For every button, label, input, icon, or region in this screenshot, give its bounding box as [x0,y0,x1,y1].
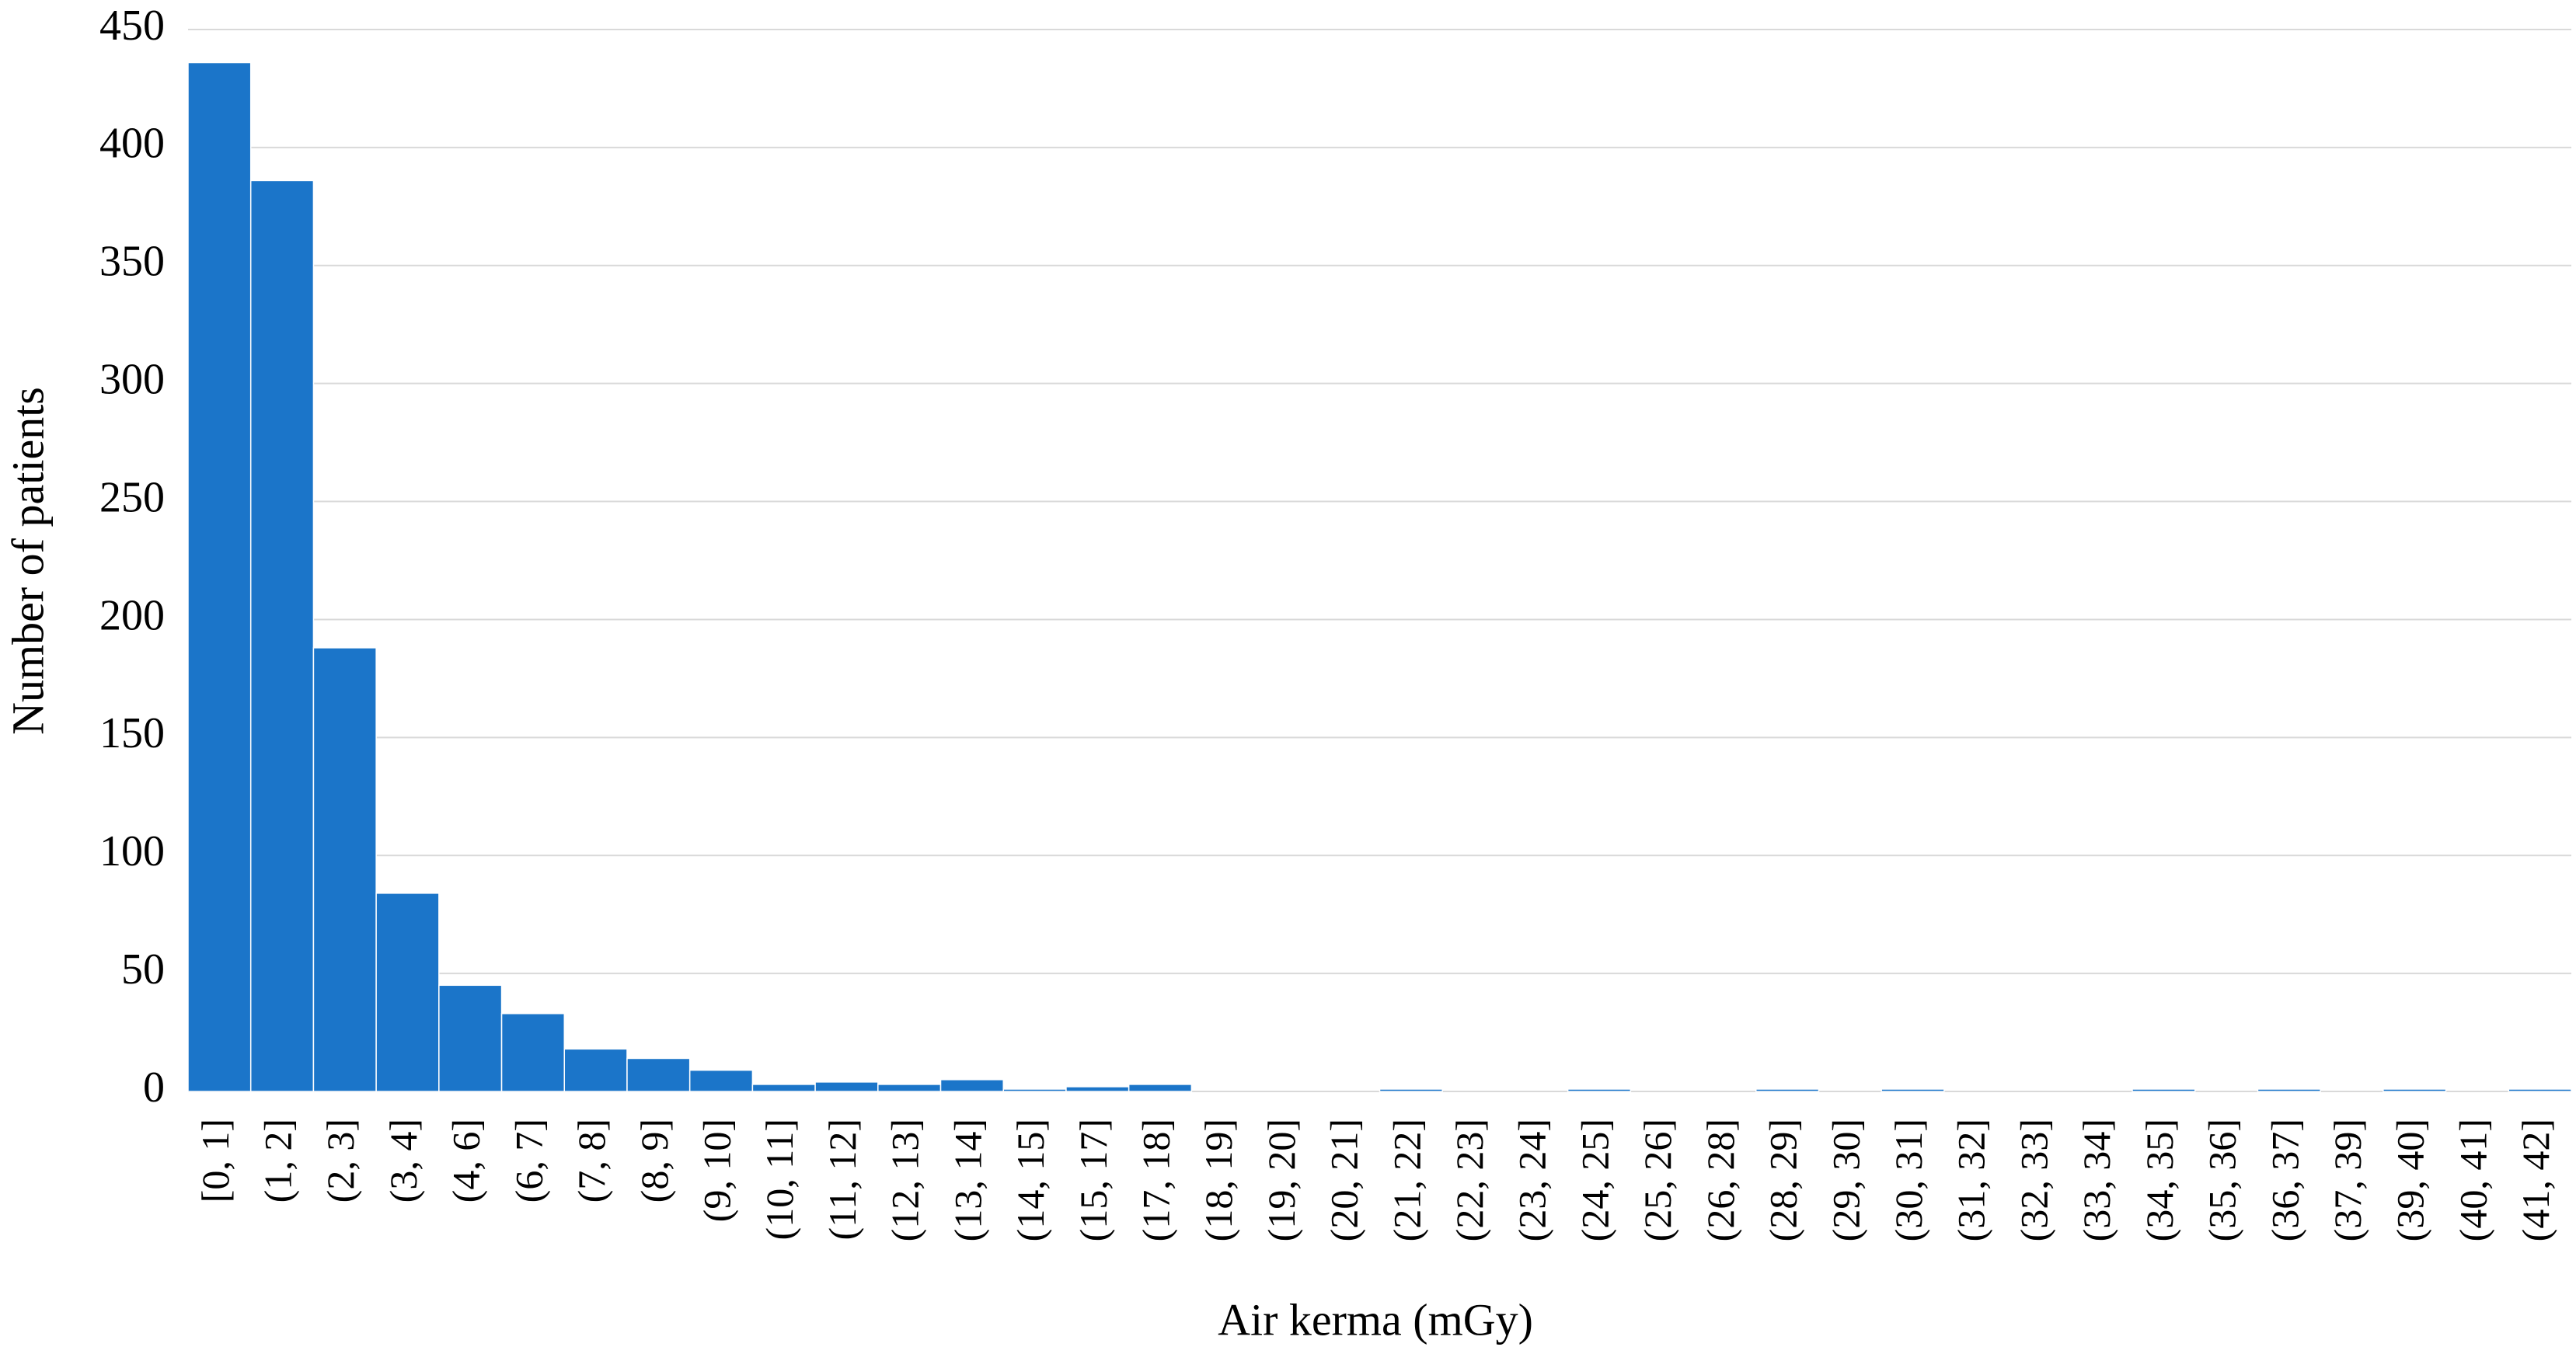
y-tick-label: 250 [99,473,165,521]
x-tick-label: (10, 11] [758,1119,801,1240]
bar [1567,1088,1632,1092]
x-tick-label: (6, 7] [507,1119,550,1203]
x-tick-label: (9, 10] [695,1119,739,1222]
x-tick-label: (4, 6] [444,1119,488,1203]
x-tick-label: (1, 2] [256,1119,300,1203]
bar [688,1069,754,1092]
x-tick-label: [0, 1] [193,1119,237,1203]
x-tick-label: (11, 12] [821,1119,864,1240]
y-tick-label: 150 [99,709,165,757]
x-tick-label: (22, 23] [1448,1119,1491,1241]
x-tick-label: (7, 8] [570,1119,613,1203]
y-tick-label: 300 [99,356,165,404]
x-tick-label: (29, 30] [1824,1119,1867,1241]
bar [438,984,503,1092]
y-axis-title: Number of patients [2,387,53,735]
bar [249,179,315,1092]
x-tick-label: (18, 19] [1197,1119,1240,1241]
bar [751,1084,816,1092]
y-tick-label: 50 [121,945,165,994]
x-tick-label: (15, 17] [1072,1119,1115,1241]
x-tick-label: (39, 40] [2389,1119,2432,1241]
x-tick-label: (20, 21] [1323,1119,1366,1241]
x-tick-label: (23, 24] [1511,1119,1554,1241]
bar [1755,1088,1820,1092]
x-tick-label: (30, 31] [1887,1119,1930,1241]
x-axis-title: Air kerma (mGy) [1218,1294,1533,1345]
x-tick-label: (17, 18] [1134,1119,1177,1241]
x-tick-label: (2, 3] [319,1119,362,1203]
y-tick-label: 450 [99,2,165,50]
bar [187,61,252,1092]
y-tick-label: 400 [99,120,165,168]
x-tick-label: (14, 15] [1009,1119,1052,1241]
bar [563,1048,628,1092]
bar [1379,1088,1443,1092]
bar [1065,1086,1130,1092]
bar [939,1079,1004,1092]
bar [1881,1088,1945,1092]
y-tick-label: 350 [99,238,165,286]
x-tick-label: (40, 41] [2451,1119,2494,1241]
x-tick-label: (21, 22] [1385,1119,1428,1241]
bar [1128,1084,1193,1092]
x-tick-label: (13, 14] [946,1119,989,1241]
x-tick-label: (8, 9] [633,1119,676,1203]
bar [2508,1088,2572,1092]
x-tick-label: (32, 33] [2012,1119,2055,1241]
x-tick-label: (33, 34] [2075,1119,2118,1241]
bar [814,1081,879,1092]
x-tick-label: (3, 4] [382,1119,425,1203]
x-tick-label: (36, 37] [2263,1119,2306,1241]
x-tick-label: (19, 20] [1260,1119,1303,1241]
bar [877,1084,942,1092]
x-tick-label: (28, 29] [1762,1119,1805,1241]
x-tick-label: (31, 32] [1950,1119,1993,1241]
bar [2132,1088,2196,1092]
y-tick-label: 200 [99,591,165,639]
bar [312,647,377,1092]
x-tick-label: (37, 39] [2326,1119,2369,1241]
x-tick-label: (34, 35] [2138,1119,2181,1241]
bar [2383,1088,2447,1092]
x-tick-label: (35, 36] [2201,1119,2244,1241]
bar [500,1013,566,1092]
x-tick-label: (41, 42] [2514,1119,2557,1241]
x-tick-label: (25, 26] [1636,1119,1679,1241]
y-tick-label: 100 [99,827,165,875]
bar [1002,1088,1067,1092]
bar [2257,1088,2321,1092]
x-tick-label: (26, 28] [1699,1119,1742,1241]
y-tick-label: 0 [143,1063,165,1112]
x-tick-label: (12, 13] [884,1119,927,1241]
x-tick-label: (24, 25] [1573,1119,1616,1241]
bar [626,1057,691,1092]
bar [375,893,440,1092]
